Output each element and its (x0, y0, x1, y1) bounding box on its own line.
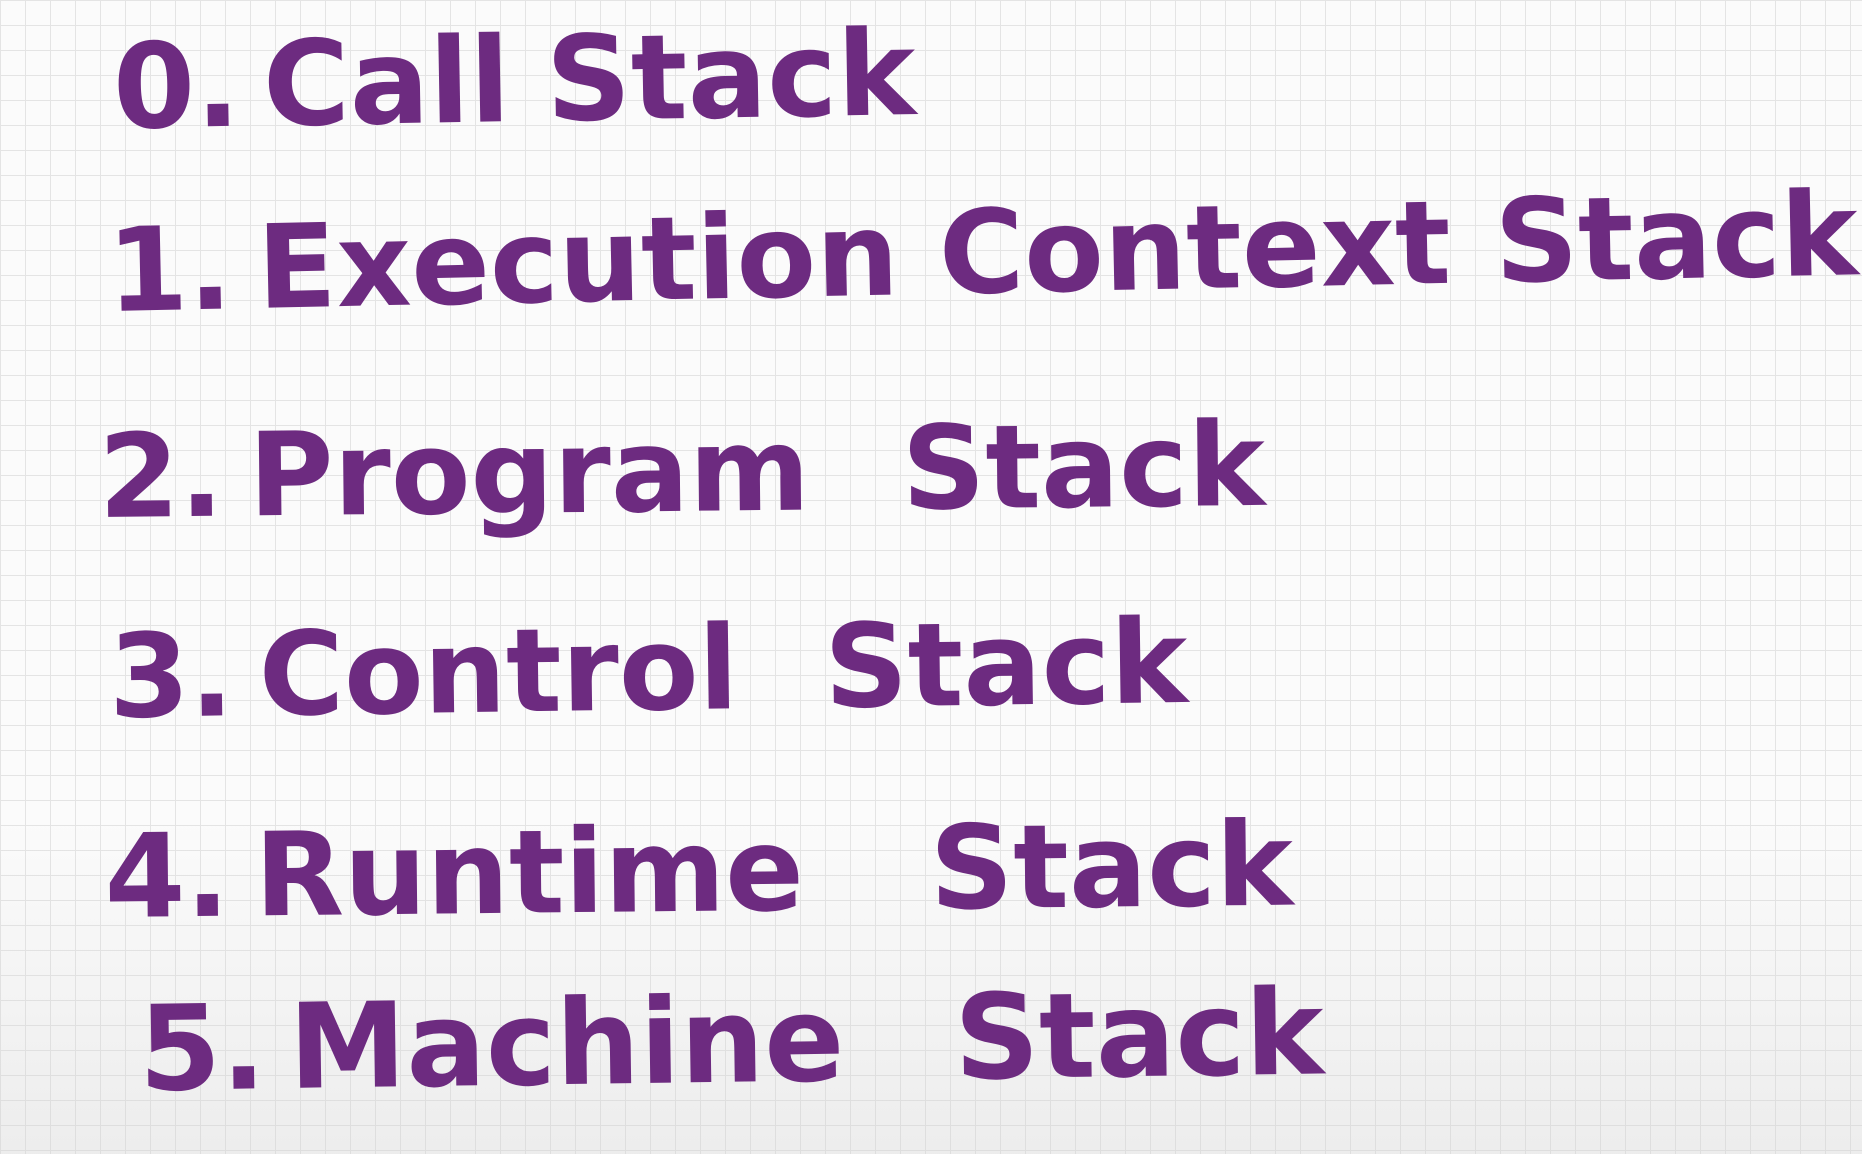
item-term: Runtime (253, 802, 805, 944)
item-term: Control (257, 601, 740, 743)
list-item-control-stack: 3. Control Stack (107, 595, 1188, 745)
item-number: 2. (97, 408, 225, 545)
item-number: 5. (137, 978, 267, 1118)
item-term: Call (261, 11, 512, 154)
item-word: Stack (1493, 167, 1860, 310)
item-number: 0. (111, 15, 242, 156)
item-term: Machine (287, 970, 846, 1116)
item-word: Stack (953, 963, 1325, 1107)
list-item-runtime-stack: 4. Runtime Stack (103, 798, 1294, 945)
item-word: Stack (929, 797, 1294, 937)
item-number: 1. (105, 201, 234, 339)
item-term: Execution Context (255, 175, 1453, 336)
item-word: Stack (901, 397, 1266, 537)
item-word: Stack (544, 3, 917, 149)
item-number: 4. (103, 808, 231, 945)
item-word: Stack (823, 594, 1189, 735)
list-item-program-stack: 2. Program Stack (97, 398, 1266, 545)
item-number: 3. (107, 608, 235, 745)
list-item-machine-stack: 5. Machine Stack (137, 963, 1325, 1118)
list-item-call-stack: 0. Call Stack (111, 4, 917, 156)
list-item-execution-context-stack: 1. Execution Context Stack (105, 167, 1859, 339)
item-term: Program (247, 402, 811, 544)
